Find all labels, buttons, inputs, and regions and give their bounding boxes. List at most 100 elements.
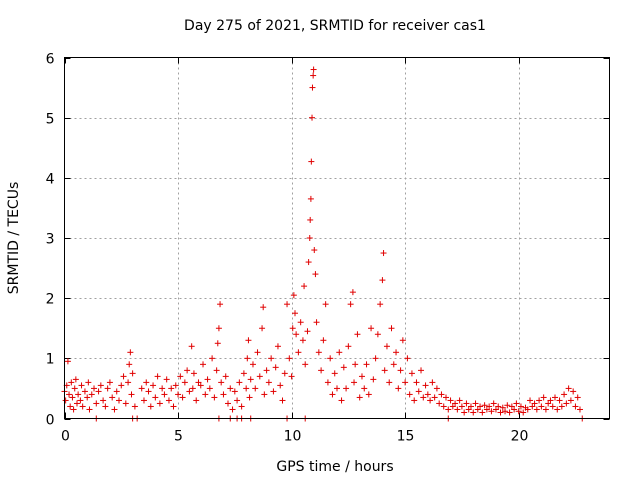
data-point [78,382,85,389]
data-point [549,403,556,410]
data-point [64,358,71,365]
data-point [125,379,132,386]
data-point [418,367,425,374]
data-point [318,367,325,374]
data-point [379,277,386,284]
data-point [454,406,461,413]
data-point [104,385,111,392]
data-point [558,403,565,410]
data-point [261,391,268,398]
data-point [361,385,368,392]
data-point [202,391,209,398]
data-point [309,114,316,121]
data-point [561,391,568,398]
data-point [190,370,197,377]
data-point [477,403,484,410]
data-point [563,400,570,407]
data-point [204,376,211,383]
data-point [305,259,312,266]
data-point [168,385,175,392]
data-point [467,403,474,410]
data-point [311,247,318,254]
data-point [163,376,170,383]
data-point [386,379,393,386]
data-point [106,379,113,386]
data-point [327,355,334,362]
data-point [436,400,443,407]
data-point [118,382,125,389]
data-point [184,367,191,374]
data-point [524,406,531,413]
data-point [69,394,76,401]
data-point [75,391,82,398]
data-point [154,373,161,380]
data-point [95,388,102,395]
data-point [513,400,520,407]
data-point [128,391,135,398]
data-point [249,361,256,368]
data-point [260,304,267,311]
grid-lines [64,57,610,419]
data-point [540,394,547,401]
data-point [222,373,229,380]
chart-title: Day 275 of 2021, SRMTID for receiver cas… [184,18,486,34]
data-point [381,367,388,374]
data-point [486,403,493,410]
data-point [329,391,336,398]
data-point [111,406,118,413]
data-point [520,409,527,416]
data-point [145,388,152,395]
data-point [206,385,213,392]
data-point [377,301,384,308]
data-point [390,361,397,368]
data-point [315,349,322,356]
data-point [77,397,84,404]
data-point [413,379,420,386]
data-point [345,343,352,350]
data-point [265,379,272,386]
data-point [310,66,317,73]
data-point [324,379,331,386]
data-point [308,158,315,165]
data-point [547,397,554,404]
data-point [293,331,300,338]
data-point [306,235,313,241]
data-point [397,367,404,374]
data-point [156,400,163,407]
data-point [402,379,409,386]
data-point [288,373,295,380]
data-point [331,370,338,377]
x-tick-label: 20 [511,429,529,445]
data-point [177,373,184,380]
data-point [383,343,390,350]
y-tick-label: 0 [46,413,55,429]
data-point [438,391,445,398]
x-tick-label: 10 [284,429,302,445]
data-point [552,394,558,401]
data-point [195,379,202,386]
data-point [86,406,93,413]
data-point [574,394,581,401]
data-point [572,403,579,410]
data-point [347,301,354,308]
data-point [72,376,79,383]
data-point [470,409,477,416]
y-axis-label: SRMTID / TECUs [6,182,22,295]
data-point [567,397,574,404]
data-point [542,406,549,413]
data-point [247,376,254,383]
data-point [252,385,259,392]
data-point [336,349,343,356]
data-point [186,388,193,395]
data-point [533,406,540,413]
data-point [312,271,319,278]
data-point [307,216,314,223]
data-point [334,385,340,392]
data-point [217,301,224,308]
data-point [236,379,243,386]
data-point [140,397,147,404]
data-point [554,406,561,413]
data-point [515,408,522,415]
x-axis-label: GPS time / hours [276,459,393,475]
